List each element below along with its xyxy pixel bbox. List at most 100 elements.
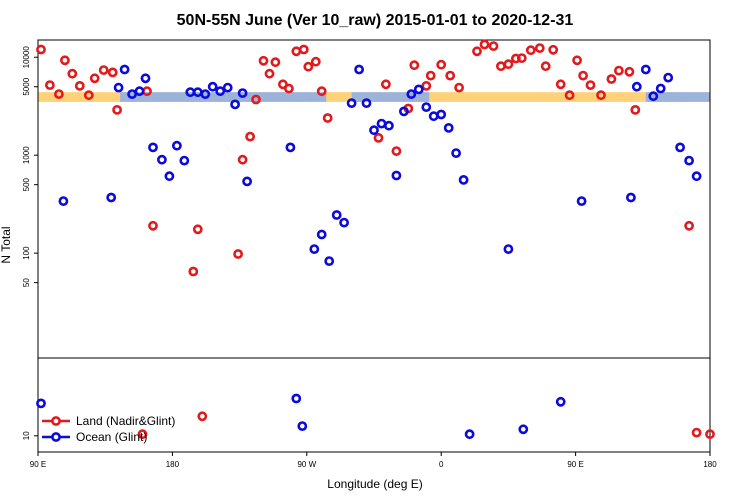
band-segment [199, 92, 202, 102]
band-segment [163, 92, 166, 102]
band-segment [630, 92, 633, 102]
land-point [572, 55, 582, 66]
x-tick-label: 0 [439, 460, 444, 469]
land-point [60, 55, 70, 66]
ocean-point [421, 102, 432, 112]
land-point [237, 154, 248, 165]
band-segment [696, 92, 699, 102]
band-segment [420, 92, 423, 102]
band-segment [442, 92, 445, 102]
band-segment [227, 92, 230, 102]
band-segment [650, 92, 653, 102]
band-segment [453, 92, 456, 102]
band-segment [342, 92, 345, 102]
band-segment [147, 92, 149, 102]
ocean-point [361, 98, 372, 108]
legend-marker [51, 416, 61, 426]
band-segment [444, 92, 447, 102]
band-segment [445, 92, 448, 102]
band-segment [702, 92, 705, 102]
band-segment [245, 92, 248, 102]
band-segment [505, 92, 508, 102]
band-segment [323, 92, 326, 102]
ocean-point [369, 125, 379, 136]
band-segment [181, 92, 184, 102]
band-segment [362, 92, 364, 102]
band-segment [523, 92, 526, 102]
band-segment [284, 92, 287, 102]
band-segment [388, 92, 391, 102]
band-segment [220, 92, 223, 102]
band-segment [532, 92, 535, 102]
band-segment [187, 92, 190, 102]
ocean-point [346, 98, 357, 108]
land-point [264, 68, 275, 79]
band-segment [354, 92, 357, 102]
y-tick-label: 10000 [22, 46, 31, 69]
land-point [303, 61, 314, 72]
band-segment [526, 92, 529, 102]
band-segment [64, 92, 67, 102]
band-segment [698, 92, 700, 102]
band-segment [642, 92, 645, 102]
band-segment [372, 92, 375, 102]
band-segment [497, 92, 500, 102]
land-series [36, 39, 715, 440]
land-point [112, 105, 122, 115]
band-segment [87, 92, 90, 102]
band-segment [175, 92, 178, 102]
band-segment [636, 92, 639, 102]
band-segment [639, 92, 642, 102]
band-segment [547, 92, 550, 102]
band-segment [330, 92, 333, 102]
x-tick-label: 180 [166, 460, 180, 469]
band-segment [294, 92, 297, 102]
band-segment [593, 92, 596, 102]
ocean-point [324, 256, 335, 266]
band-segment [524, 92, 527, 102]
plot-frame [37, 39, 711, 453]
band-segment [212, 92, 215, 102]
band-segment [167, 92, 170, 102]
band-segment [474, 92, 476, 102]
band-segment [193, 92, 196, 102]
band-segment [678, 92, 681, 102]
land-point [691, 427, 702, 438]
band-segment [592, 92, 594, 102]
y-tick-label: 50 [22, 278, 31, 287]
band-segment [111, 92, 114, 102]
band-segment [148, 92, 151, 102]
band-segment [178, 92, 181, 102]
band-segment [120, 92, 123, 102]
band-segment [351, 92, 354, 102]
band-segment [338, 92, 341, 102]
band-segment [512, 92, 515, 102]
band-segment [81, 92, 84, 102]
ocean-point [164, 171, 175, 182]
band-segment [687, 92, 690, 102]
ocean-point [518, 424, 529, 435]
land-point [445, 70, 456, 81]
ocean-point [179, 155, 190, 166]
band-segment [288, 92, 291, 102]
ocean-point [58, 196, 69, 206]
band-segment [509, 92, 512, 102]
band-segment [690, 92, 693, 102]
band-segment [569, 92, 572, 102]
band-segment [472, 92, 475, 102]
band-segment [595, 92, 597, 102]
band-segment [368, 92, 370, 102]
ocean-point [464, 429, 475, 440]
land-point [606, 74, 617, 84]
band-segment [52, 92, 55, 102]
land-point [74, 81, 85, 91]
band-segment [123, 92, 126, 102]
land-point [98, 65, 109, 75]
band-segment [124, 92, 127, 102]
band-segment [45, 92, 48, 102]
ocean-point [458, 174, 469, 185]
band-segment [418, 92, 421, 102]
band-segment [545, 92, 548, 102]
band-segment [556, 92, 559, 102]
band-segment [620, 92, 623, 102]
